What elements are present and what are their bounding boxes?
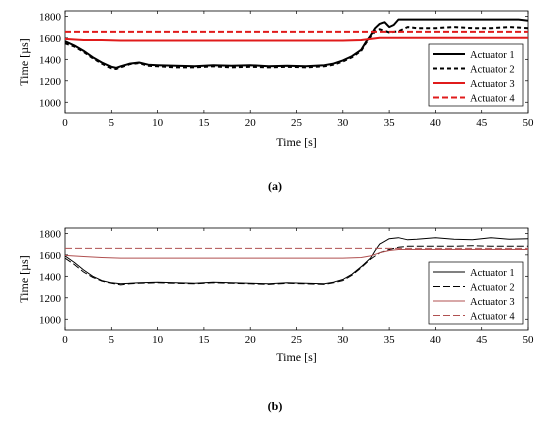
legend-label: Actuator 4 xyxy=(470,312,515,323)
x-tick-label: 20 xyxy=(245,334,257,346)
series-line-actuator-3 xyxy=(65,249,528,259)
y-tick-label: 1800 xyxy=(39,11,62,23)
series-line-actuator-2 xyxy=(65,26,528,70)
x-tick-label: 30 xyxy=(337,334,349,346)
series-line-actuator-2 xyxy=(65,245,528,286)
x-tick-label: 25 xyxy=(291,117,303,129)
x-tick-label: 15 xyxy=(198,334,210,346)
y-tick-label: 1600 xyxy=(39,33,62,45)
x-axis-label: Time [s] xyxy=(276,135,317,149)
x-tick-label: 10 xyxy=(152,334,164,346)
legend: Actuator 1 Actuator 2 Actuator 3 Actuator 4 xyxy=(428,43,524,107)
legend-label: Actuator 4 xyxy=(470,94,515,105)
legend: Actuator 1 Actuator 2 Actuator 3 Actuator 4 xyxy=(428,261,524,325)
x-tick-label: 45 xyxy=(476,117,488,129)
legend-label: Actuator 3 xyxy=(470,79,515,90)
x-axis-label: Time [s] xyxy=(276,350,317,364)
legend-label: Actuator 3 xyxy=(470,297,515,308)
chart-panel-2: 0 5 10 15 20 25 30 35 40 45 50 1000 1200 1400 1600 1800… xyxy=(17,227,535,413)
figure-caption: (a) xyxy=(268,179,282,193)
x-tick-label: 45 xyxy=(476,334,488,346)
x-tick-label: 15 xyxy=(198,117,210,129)
series-line-actuator-1 xyxy=(65,18,528,69)
legend-label: Actuator 1 xyxy=(470,50,515,61)
chart-panel-1: 0 5 10 15 20 25 30 35 40 45 50 1000 1200 1400 1600 1800… xyxy=(17,10,535,193)
y-tick-label: 1000 xyxy=(39,314,62,326)
x-tick-label: 50 xyxy=(523,117,535,129)
legend-label: Actuator 1 xyxy=(470,268,515,279)
x-tick-label: 50 xyxy=(523,334,535,346)
x-tick-label: 30 xyxy=(337,117,349,129)
x-tick-label: 40 xyxy=(430,334,442,346)
x-tick-label: 40 xyxy=(430,117,442,129)
y-tick-label: 1000 xyxy=(39,97,62,109)
y-axis-label: Time [µs] xyxy=(17,255,31,302)
x-tick-label: 35 xyxy=(384,117,396,129)
legend-label: Actuator 2 xyxy=(470,283,515,294)
x-tick-label: 5 xyxy=(109,117,115,129)
x-tick-label: 20 xyxy=(245,117,257,129)
y-tick-label: 1200 xyxy=(39,293,62,305)
y-tick-label: 1200 xyxy=(39,76,62,88)
x-tick-label: 35 xyxy=(384,334,396,346)
series-line-actuator-3 xyxy=(65,36,528,42)
x-tick-label: 0 xyxy=(62,117,68,129)
series-line-actuator-1 xyxy=(65,237,528,285)
y-tick-label: 1400 xyxy=(39,271,62,283)
y-tick-label: 1800 xyxy=(39,228,62,240)
y-tick-label: 1600 xyxy=(39,250,62,262)
series-group xyxy=(65,237,528,286)
y-axis-label: Time [µs] xyxy=(17,38,31,85)
x-tick-label: 0 xyxy=(62,334,68,346)
legend-label: Actuator 2 xyxy=(470,65,515,76)
x-tick-label: 10 xyxy=(152,117,164,129)
y-tick-label: 1400 xyxy=(39,54,62,66)
x-tick-label: 25 xyxy=(291,334,303,346)
x-tick-label: 5 xyxy=(109,334,115,346)
series-group xyxy=(65,18,528,70)
figure-caption: (b) xyxy=(268,399,283,413)
